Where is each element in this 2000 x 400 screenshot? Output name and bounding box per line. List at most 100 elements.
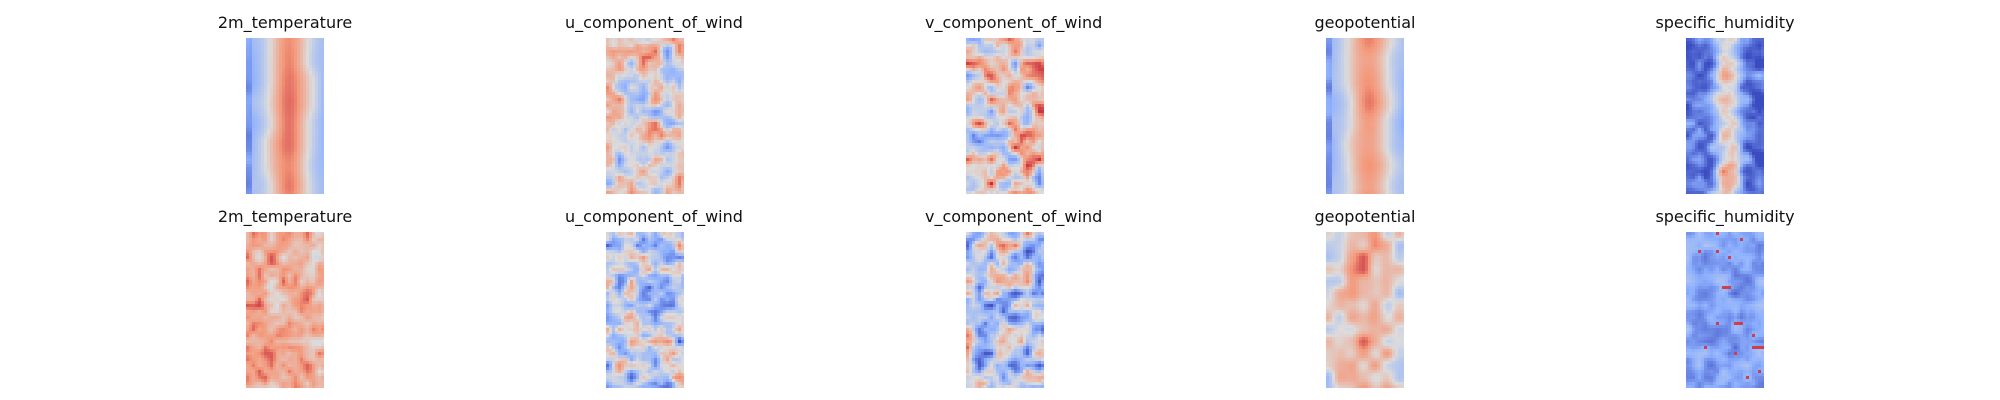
heatmap-cell: [975, 143, 979, 147]
heatmap-cell: [972, 131, 976, 135]
heatmap-cell: [1401, 56, 1404, 60]
heatmap-cell: [1005, 44, 1009, 48]
heatmap-cell: [1368, 104, 1372, 108]
heatmap-cell: [285, 143, 289, 147]
heatmap-cell: [609, 92, 613, 96]
heatmap-cell: [606, 122, 610, 126]
heatmap-cell: [321, 188, 324, 192]
heatmap-cell: [648, 74, 652, 78]
heatmap-cell: [249, 104, 253, 108]
heatmap-cell: [654, 179, 658, 183]
heatmap-cell: [1023, 65, 1027, 69]
heatmap-cell: [615, 65, 619, 69]
heatmap-cell: [672, 173, 676, 177]
heatmap-cell: [261, 92, 265, 96]
heatmap-cell: [1029, 77, 1033, 81]
heatmap-cell: [660, 128, 664, 132]
heatmap-cell: [966, 167, 970, 171]
heatmap-cell: [672, 146, 676, 150]
heatmap-cell: [999, 101, 1003, 105]
heatmap-cell: [1341, 113, 1345, 117]
heatmap-cell: [261, 83, 265, 87]
heatmap-cell: [666, 125, 670, 129]
heatmap-cell: [609, 116, 613, 120]
heatmap-cell: [288, 80, 292, 84]
heatmap-cell: [627, 59, 631, 63]
heatmap-cell: [1344, 44, 1348, 48]
heatmap-cell: [312, 119, 316, 123]
heatmap-cell: [651, 137, 655, 141]
heatmap-cell: [1347, 89, 1351, 93]
heatmap-cell: [672, 170, 676, 174]
heatmap-cell: [993, 131, 997, 135]
heatmap-cell: [1389, 107, 1393, 111]
heatmap-cell: [657, 140, 661, 144]
heatmap-cell: [1041, 74, 1044, 78]
heatmap-cell: [1017, 149, 1021, 153]
heatmap-cell: [1017, 152, 1021, 156]
heatmap-cell: [282, 101, 286, 105]
heatmap-cell: [630, 125, 634, 129]
heatmap-cell: [1329, 137, 1333, 141]
heatmap-cell: [1341, 116, 1345, 120]
heatmap-cell: [1347, 125, 1351, 129]
heatmap-cell: [1383, 92, 1387, 96]
heatmap-cell: [1038, 176, 1042, 180]
heatmap-cell: [633, 143, 637, 147]
heatmap-cell: [621, 50, 625, 54]
heatmap-cell: [1029, 86, 1033, 90]
heatmap-cell: [1392, 80, 1396, 84]
heatmap-cell: [975, 104, 979, 108]
heatmap-cell: [1350, 50, 1354, 54]
heatmap-cell: [1344, 140, 1348, 144]
heatmap-cell: [315, 167, 319, 171]
heatmap-cell: [663, 83, 667, 87]
heatmap-cell: [267, 44, 271, 48]
heatmap-cell: [681, 149, 684, 153]
heatmap-cell: [1026, 86, 1030, 90]
heatmap-cell: [1344, 53, 1348, 57]
heatmap-cell: [306, 104, 310, 108]
heatmap-cell: [1350, 83, 1354, 87]
heatmap-cell: [633, 131, 637, 135]
heatmap-cell: [990, 44, 994, 48]
heatmap-cell: [1368, 131, 1372, 135]
heatmap-cell: [309, 89, 313, 93]
heatmap-cell: [1005, 104, 1009, 108]
heatmap-cell: [645, 95, 649, 99]
heatmap-cell: [1029, 107, 1033, 111]
heatmap-cell: [276, 170, 280, 174]
heatmap-cell: [1338, 95, 1342, 99]
heatmap-cell: [300, 110, 304, 114]
heatmap-cell: [1362, 83, 1366, 87]
heatmap-cell: [1365, 41, 1369, 45]
heatmap-cell: [252, 131, 256, 135]
heatmap-cell: [1389, 86, 1393, 90]
heatmap-cell: [306, 95, 310, 99]
heatmap-cell: [660, 44, 664, 48]
heatmap-cell: [657, 116, 661, 120]
heatmap-cell: [312, 89, 316, 93]
heatmap-cell: [1398, 59, 1402, 63]
heatmap-cell: [654, 116, 658, 120]
heatmap-cell: [606, 86, 610, 90]
heatmap-cell: [648, 50, 652, 54]
heatmap-cell: [1389, 65, 1393, 69]
heatmap-cell: [291, 125, 295, 129]
heatmap-cell: [672, 95, 676, 99]
heatmap-cell: [1008, 110, 1012, 114]
heatmap-cell: [1014, 131, 1018, 135]
heatmap-cell: [1008, 80, 1012, 84]
heatmap-cell: [633, 155, 637, 159]
heatmap-cell: [984, 179, 988, 183]
heatmap-cell: [1029, 116, 1033, 120]
heatmap-cell: [990, 122, 994, 126]
heatmap-cell: [981, 47, 985, 51]
heatmap-cell: [288, 89, 292, 93]
heatmap-cell: [255, 47, 259, 51]
heatmap-cell: [618, 62, 622, 66]
heatmap-cell: [633, 110, 637, 114]
heatmap-cell: [978, 104, 982, 108]
heatmap-cell: [291, 95, 295, 99]
heatmap-cell: [660, 152, 664, 156]
